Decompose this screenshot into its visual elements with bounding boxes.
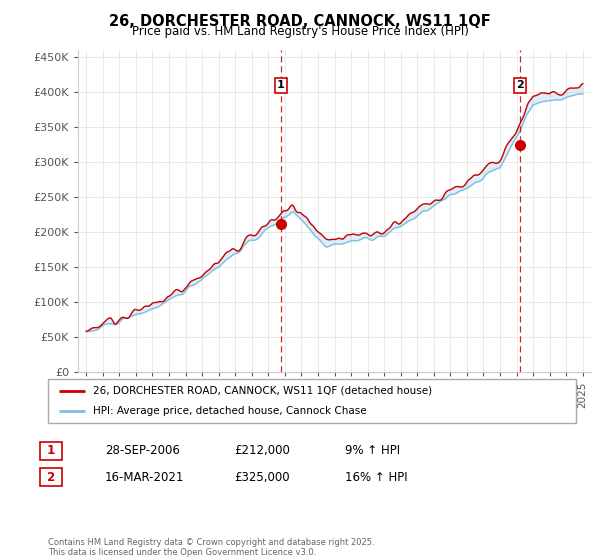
FancyBboxPatch shape	[48, 379, 576, 423]
Text: 28-SEP-2006: 28-SEP-2006	[105, 444, 180, 458]
Text: 26, DORCHESTER ROAD, CANNOCK, WS11 1QF: 26, DORCHESTER ROAD, CANNOCK, WS11 1QF	[109, 14, 491, 29]
Text: 16% ↑ HPI: 16% ↑ HPI	[345, 470, 407, 484]
Text: HPI: Average price, detached house, Cannock Chase: HPI: Average price, detached house, Cann…	[93, 406, 367, 416]
Text: 1: 1	[43, 444, 59, 458]
Text: 2: 2	[43, 470, 59, 484]
Text: Contains HM Land Registry data © Crown copyright and database right 2025.
This d: Contains HM Land Registry data © Crown c…	[48, 538, 374, 557]
Text: £325,000: £325,000	[234, 470, 290, 484]
Text: 16-MAR-2021: 16-MAR-2021	[105, 470, 184, 484]
Text: 1: 1	[277, 81, 284, 90]
Text: 9% ↑ HPI: 9% ↑ HPI	[345, 444, 400, 458]
Text: 26, DORCHESTER ROAD, CANNOCK, WS11 1QF (detached house): 26, DORCHESTER ROAD, CANNOCK, WS11 1QF (…	[93, 386, 432, 396]
Text: 2: 2	[516, 81, 524, 90]
Text: Price paid vs. HM Land Registry's House Price Index (HPI): Price paid vs. HM Land Registry's House …	[131, 25, 469, 38]
Text: £212,000: £212,000	[234, 444, 290, 458]
